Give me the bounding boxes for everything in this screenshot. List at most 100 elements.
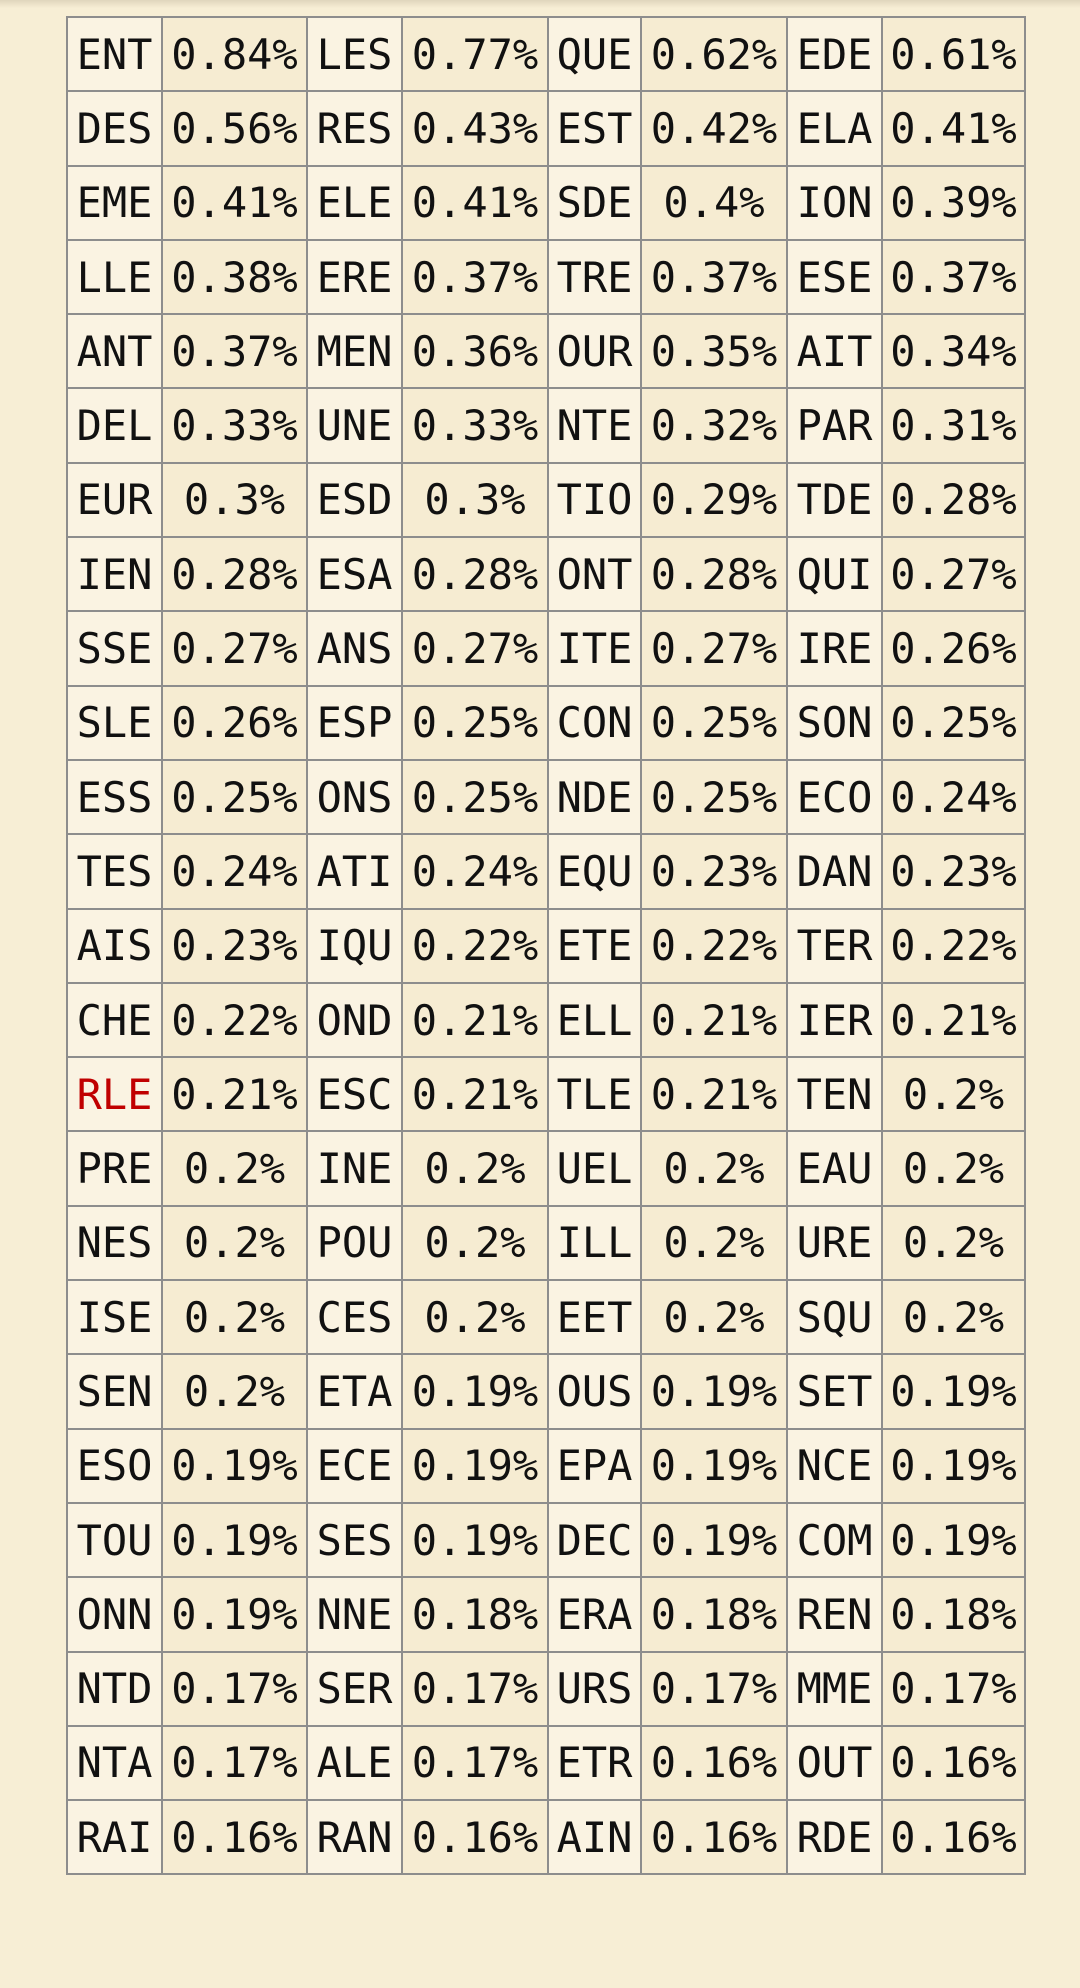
- trigram-cell: REN: [786, 1576, 883, 1653]
- trigram-cell: ESS: [66, 758, 163, 836]
- frequency-cell: 0.16%: [881, 1724, 1026, 1802]
- frequency-cell: 0.27%: [161, 610, 308, 687]
- frequency-cell: 0.3%: [161, 461, 308, 539]
- trigram-cell: UEL: [547, 1130, 642, 1207]
- frequency-cell: 0.36%: [401, 313, 549, 390]
- trigram-cell: ETE: [547, 907, 642, 984]
- trigram-cell: ONT: [547, 536, 642, 613]
- frequency-cell: 0.4%: [640, 164, 788, 241]
- frequency-cell: 0.29%: [640, 461, 788, 539]
- frequency-cell: 0.21%: [161, 1056, 308, 1133]
- trigram-cell: POU: [306, 1204, 403, 1282]
- frequency-cell: 0.16%: [161, 1799, 308, 1876]
- trigram-cell: CHE: [66, 981, 163, 1059]
- frequency-cell: 0.37%: [881, 238, 1026, 316]
- trigram-cell: INE: [306, 1130, 403, 1207]
- trigram-cell: TEN: [786, 1056, 883, 1133]
- trigram-cell: MME: [786, 1650, 883, 1727]
- trigram-cell: MEN: [306, 313, 403, 390]
- trigram-cell: ION: [786, 164, 883, 241]
- trigram-cell: ELL: [547, 981, 642, 1059]
- frequency-cell: 0.18%: [881, 1576, 1026, 1653]
- frequency-cell: 0.17%: [401, 1724, 549, 1802]
- top-shadow: [0, 0, 1080, 8]
- frequency-cell: 0.33%: [161, 387, 308, 464]
- trigram-cell: CON: [547, 684, 642, 761]
- trigram-cell: ERA: [547, 1576, 642, 1653]
- trigram-cell: NTE: [547, 387, 642, 464]
- table-row: DES 0.56% RES 0.43% EST 0.42% ELA 0.41%: [66, 90, 1026, 167]
- frequency-cell: 0.3%: [401, 461, 549, 539]
- trigram-cell: TDE: [786, 461, 883, 539]
- table-row: RAI 0.16% RAN 0.16% AIN 0.16% RDE 0.16%: [66, 1799, 1026, 1876]
- trigram-cell: ETR: [547, 1724, 642, 1802]
- frequency-cell: 0.22%: [881, 907, 1026, 984]
- trigram-cell: ILL: [547, 1204, 642, 1282]
- table-row: ONN 0.19% NNE 0.18% ERA 0.18% REN 0.18%: [66, 1576, 1026, 1653]
- trigram-cell: ATI: [306, 833, 403, 910]
- trigram-cell: IRE: [786, 610, 883, 687]
- frequency-cell: 0.16%: [640, 1799, 788, 1876]
- trigram-cell: IQU: [306, 907, 403, 984]
- frequency-cell: 0.21%: [640, 1056, 788, 1133]
- trigram-cell: OUR: [547, 313, 642, 390]
- frequency-cell: 0.41%: [401, 164, 549, 241]
- trigram-cell: OUS: [547, 1353, 642, 1430]
- frequency-cell: 0.77%: [401, 15, 549, 93]
- trigram-cell: SLE: [66, 684, 163, 761]
- table-row: DEL 0.33% UNE 0.33% NTE 0.32% PAR 0.31%: [66, 387, 1026, 464]
- trigram-cell: ONN: [66, 1576, 163, 1653]
- frequency-cell: 0.25%: [640, 758, 788, 836]
- trigram-cell: TES: [66, 833, 163, 910]
- frequency-cell: 0.19%: [401, 1427, 549, 1504]
- trigram-cell: DEC: [547, 1501, 642, 1579]
- frequency-cell: 0.24%: [401, 833, 549, 910]
- trigram-cell: ITE: [547, 610, 642, 687]
- frequency-cell: 0.28%: [640, 536, 788, 613]
- trigram-cell: SES: [306, 1501, 403, 1579]
- trigram-cell: URS: [547, 1650, 642, 1727]
- frequency-cell: 0.22%: [401, 907, 549, 984]
- frequency-cell: 0.21%: [401, 1056, 549, 1133]
- frequency-cell: 0.31%: [881, 387, 1026, 464]
- frequency-cell: 0.62%: [640, 15, 788, 93]
- trigram-cell: ETA: [306, 1353, 403, 1430]
- frequency-cell: 0.61%: [881, 15, 1026, 93]
- frequency-cell: 0.2%: [161, 1130, 308, 1207]
- trigram-cell: EST: [547, 90, 642, 167]
- frequency-cell: 0.17%: [161, 1724, 308, 1802]
- trigram-cell: NCE: [786, 1427, 883, 1504]
- trigram-cell: NNE: [306, 1576, 403, 1653]
- frequency-cell: 0.33%: [401, 387, 549, 464]
- table-row: ANT 0.37% MEN 0.36% OUR 0.35% AIT 0.34%: [66, 313, 1026, 390]
- trigram-cell: EQU: [547, 833, 642, 910]
- frequency-cell: 0.41%: [881, 90, 1026, 167]
- frequency-cell: 0.18%: [401, 1576, 549, 1653]
- trigram-cell: ESD: [306, 461, 403, 539]
- frequency-cell: 0.27%: [401, 610, 549, 687]
- trigram-cell: EET: [547, 1279, 642, 1356]
- frequency-cell: 0.2%: [881, 1204, 1026, 1282]
- trigram-cell: ESC: [306, 1056, 403, 1133]
- trigram-cell: ENT: [66, 15, 163, 93]
- trigram-cell: UNE: [306, 387, 403, 464]
- frequency-cell: 0.25%: [881, 684, 1026, 761]
- trigram-cell: ANS: [306, 610, 403, 687]
- frequency-cell: 0.19%: [161, 1576, 308, 1653]
- frequency-cell: 0.37%: [401, 238, 549, 316]
- table-row: RLE 0.21% ESC 0.21% TLE 0.21% TEN 0.2%: [66, 1056, 1026, 1133]
- trigram-cell: PRE: [66, 1130, 163, 1207]
- trigram-cell: ELE: [306, 164, 403, 241]
- frequency-cell: 0.35%: [640, 313, 788, 390]
- trigram-cell: OUT: [786, 1724, 883, 1802]
- table-row: EUR 0.3% ESD 0.3% TIO 0.29% TDE 0.28%: [66, 461, 1026, 539]
- trigram-cell: TER: [786, 907, 883, 984]
- trigram-cell: SDE: [547, 164, 642, 241]
- frequency-cell: 0.25%: [161, 758, 308, 836]
- trigram-cell: NES: [66, 1204, 163, 1282]
- frequency-cell: 0.2%: [640, 1279, 788, 1356]
- frequency-cell: 0.42%: [640, 90, 788, 167]
- frequency-cell: 0.19%: [881, 1353, 1026, 1430]
- frequency-cell: 0.27%: [881, 536, 1026, 613]
- trigram-cell: EPA: [547, 1427, 642, 1504]
